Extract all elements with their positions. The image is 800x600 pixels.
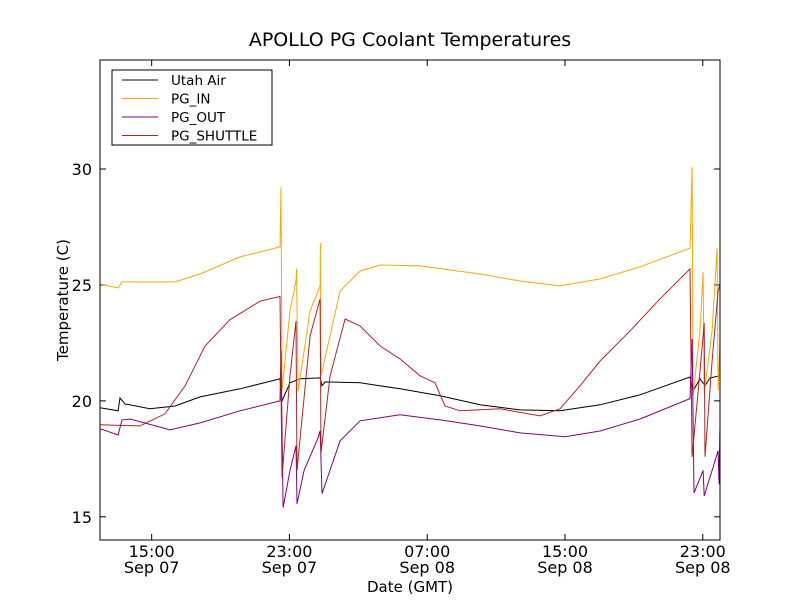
legend-label: PG_OUT [171, 110, 226, 126]
y-tick-label: 30 [72, 160, 92, 179]
series-line-pg-out [99, 338, 721, 508]
x-tick-date-label: Sep 07 [262, 558, 318, 577]
plot-frame [99, 59, 721, 541]
series-line-pg-in [99, 166, 721, 396]
x-tick-time-label: 07:00 [404, 542, 450, 561]
legend-label: Utah Air [171, 73, 226, 89]
x-tick-time-label: 15:00 [542, 542, 588, 561]
y-tick-label: 25 [72, 276, 92, 295]
legend-box [111, 69, 273, 146]
x-tick-date-label: Sep 08 [399, 558, 455, 577]
y-tick-label: 20 [72, 392, 92, 411]
chart-title: APOLLO PG Coolant Temperatures [249, 29, 571, 51]
legend-label: PG_IN [171, 92, 210, 108]
x-tick-date-label: Sep 08 [675, 558, 731, 577]
x-tick-time-label: 15:00 [129, 542, 175, 561]
x-tick-time-label: 23:00 [680, 542, 726, 561]
series-line-pg-shuttle [99, 267, 721, 478]
series-line-utah-air [99, 375, 721, 412]
y-tick-label: 15 [72, 508, 92, 527]
x-tick-date-label: Sep 08 [537, 558, 593, 577]
legend: Utah Air PG_IN PG_OUT PG_SHUTTLE [111, 69, 273, 146]
legend-label: PG_SHUTTLE [171, 129, 257, 145]
x-tick-time-label: 23:00 [266, 542, 312, 561]
x-axis-label: Date (GMT) [367, 578, 453, 596]
x-tick-date-label: Sep 07 [124, 558, 180, 577]
y-axis-label: Temperature (C) [54, 239, 72, 362]
